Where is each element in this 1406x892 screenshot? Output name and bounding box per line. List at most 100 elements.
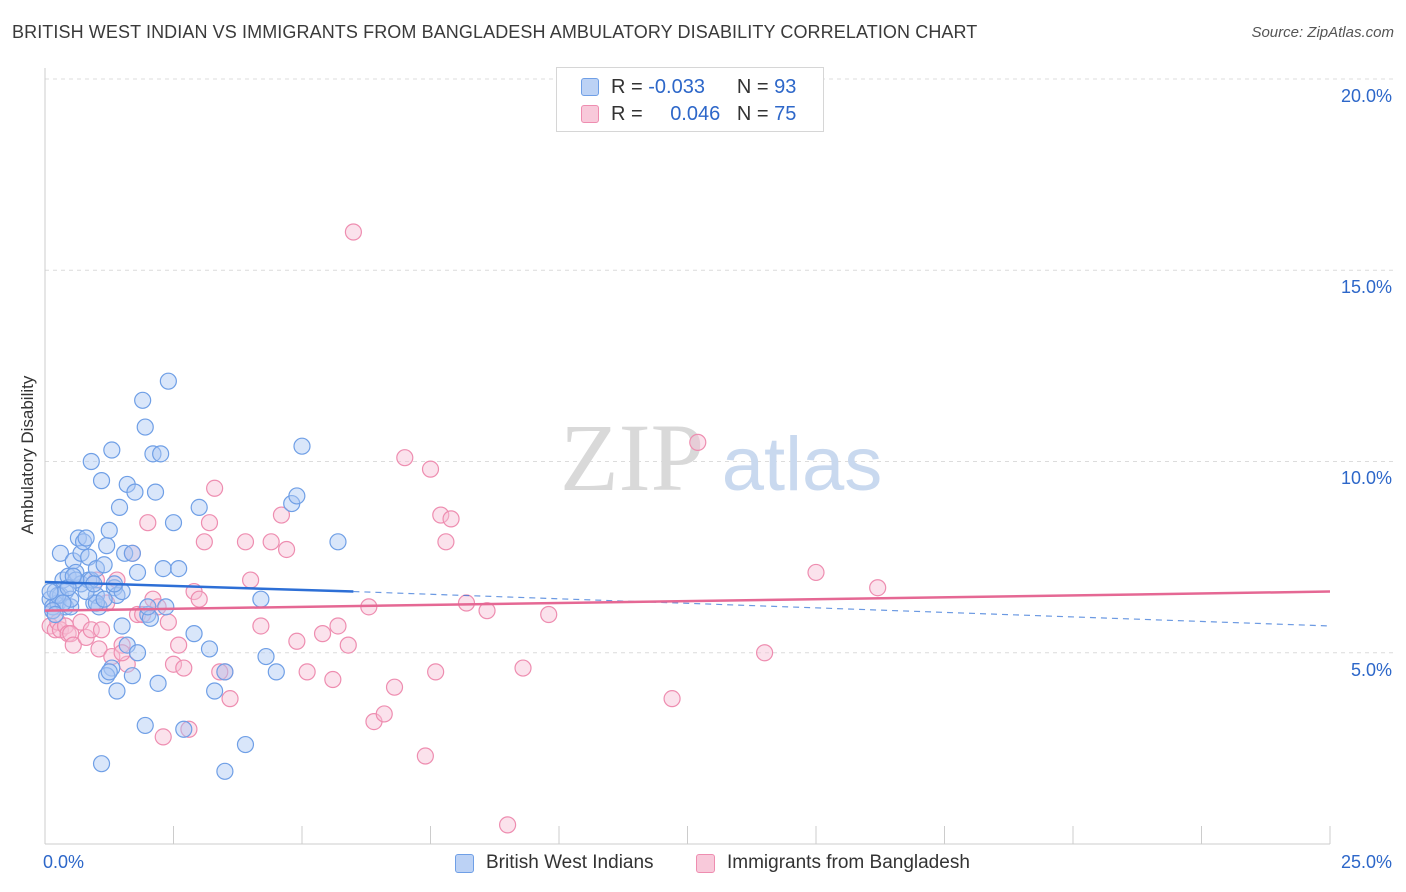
data-point-bangladesh bbox=[478, 602, 496, 620]
data-point-bwi bbox=[92, 755, 111, 773]
data-point-bangladesh bbox=[195, 533, 213, 551]
data-point-bwi bbox=[190, 498, 208, 516]
data-point-bwi bbox=[100, 663, 118, 681]
data-point-bangladesh bbox=[159, 613, 177, 631]
data-point-bangladesh bbox=[206, 479, 224, 497]
data-point-bwi bbox=[108, 682, 126, 700]
legend-n-label: N = bbox=[736, 102, 769, 125]
bottom-legend-label-bwi: British West Indians bbox=[486, 852, 654, 873]
data-point-bwi bbox=[257, 647, 275, 666]
data-point-bangladesh bbox=[416, 747, 434, 765]
bottom-legend-swatch-blue bbox=[455, 853, 474, 873]
data-point-bangladesh bbox=[92, 621, 111, 639]
data-point-bangladesh bbox=[421, 460, 440, 478]
data-point-bangladesh bbox=[211, 663, 229, 681]
data-point-bwi bbox=[46, 605, 64, 624]
x-tick-0: 0.0% bbox=[43, 852, 85, 872]
data-point-bangladesh bbox=[313, 625, 332, 643]
y-tick-20: 20.0% bbox=[1340, 86, 1392, 106]
data-point-bangladesh bbox=[442, 510, 460, 528]
data-point-bangladesh bbox=[427, 663, 445, 681]
data-point-bwi bbox=[152, 445, 170, 463]
data-point-bangladesh bbox=[277, 540, 296, 559]
data-point-bangladesh bbox=[64, 636, 82, 654]
legend-r-value-bangladesh: 0.046 bbox=[670, 102, 721, 125]
legend-row-bangladesh: R = 0.046 N = 75 bbox=[581, 101, 796, 127]
data-point-bangladesh bbox=[242, 571, 260, 589]
bottom-legend-swatch-pink bbox=[696, 853, 715, 873]
data-point-bwi bbox=[95, 556, 113, 574]
data-point-bwi bbox=[159, 372, 177, 390]
data-point-bwi bbox=[329, 533, 347, 551]
data-point-bwi bbox=[100, 521, 118, 539]
data-point-bangladesh bbox=[252, 617, 270, 635]
data-point-bwi bbox=[103, 441, 121, 459]
data-point-bwi bbox=[113, 617, 131, 635]
data-point-bangladesh bbox=[437, 533, 455, 551]
data-point-bangladesh bbox=[90, 640, 108, 658]
data-point-bwi bbox=[136, 418, 154, 436]
data-point-bangladesh bbox=[339, 636, 357, 654]
watermark-atlas: atlas bbox=[722, 422, 883, 507]
data-point-bwi bbox=[77, 529, 95, 547]
trend-line-bwi-dashed bbox=[353, 590, 1331, 627]
trend-line-bangladesh bbox=[44, 590, 1331, 612]
data-point-bwi bbox=[175, 720, 193, 738]
data-point-bwi bbox=[82, 452, 100, 471]
data-point-bangladesh bbox=[272, 506, 291, 524]
data-point-bangladesh bbox=[298, 663, 316, 681]
data-point-bangladesh bbox=[344, 223, 362, 241]
bottom-legend-bwi: British West Indians bbox=[455, 852, 654, 874]
watermark-zip: ZIP bbox=[560, 404, 704, 511]
data-point-bwi bbox=[146, 483, 165, 501]
data-point-bangladesh bbox=[190, 590, 208, 608]
data-point-bangladesh bbox=[139, 514, 157, 532]
data-point-bwi bbox=[123, 544, 141, 562]
legend-n-label: N = bbox=[736, 75, 769, 98]
data-point-bwi bbox=[293, 437, 311, 455]
legend-r-label: R = bbox=[611, 75, 643, 98]
data-point-bangladesh bbox=[457, 594, 476, 612]
data-point-bwi bbox=[134, 391, 152, 409]
legend-row-bwi: R = -0.033 N = 93 bbox=[581, 74, 796, 100]
y-tick-10: 10.0% bbox=[1340, 468, 1392, 488]
data-point-bwi bbox=[110, 498, 129, 516]
data-point-bangladesh bbox=[236, 533, 255, 551]
data-point-bangladesh bbox=[324, 670, 342, 689]
chart-title: BRITISH WEST INDIAN VS IMMIGRANTS FROM B… bbox=[12, 22, 978, 42]
source-label: Source: ZipAtlas.com bbox=[1251, 24, 1394, 41]
data-point-bwi bbox=[149, 674, 167, 692]
data-point-bwi bbox=[216, 762, 234, 780]
data-point-bangladesh bbox=[154, 728, 172, 746]
watermark: ZIP atlas bbox=[560, 404, 882, 511]
y-tick-15: 15.0% bbox=[1340, 277, 1392, 297]
series-bwi-points bbox=[41, 372, 347, 780]
data-point-bangladesh bbox=[540, 605, 558, 624]
data-point-bwi bbox=[128, 563, 147, 582]
data-point-bangladesh bbox=[432, 506, 450, 524]
data-point-bangladesh bbox=[170, 636, 188, 654]
data-point-bwi bbox=[136, 716, 154, 735]
data-point-bangladesh bbox=[807, 563, 825, 582]
legend-swatch-blue bbox=[581, 78, 599, 96]
data-point-bwi bbox=[51, 544, 70, 562]
data-point-bangladesh bbox=[180, 720, 198, 738]
data-point-bangladesh bbox=[175, 659, 193, 677]
data-point-bwi bbox=[128, 644, 147, 662]
data-point-bangladesh bbox=[164, 655, 183, 673]
data-point-bwi bbox=[252, 590, 270, 608]
data-point-bwi bbox=[200, 640, 219, 658]
legend-n-value-bangladesh: 75 bbox=[774, 102, 797, 125]
y-tick-5: 5.0% bbox=[1350, 660, 1392, 680]
data-point-bwi bbox=[98, 537, 116, 555]
data-point-bwi bbox=[216, 663, 234, 681]
axes bbox=[44, 68, 1331, 845]
data-point-bangladesh bbox=[869, 579, 887, 597]
legend-swatch-pink bbox=[581, 105, 599, 123]
data-point-bangladesh bbox=[329, 617, 347, 635]
data-point-bangladesh bbox=[375, 705, 393, 723]
data-point-bwi bbox=[288, 487, 306, 505]
data-point-bangladesh bbox=[288, 632, 306, 650]
trend-line-bwi-solid bbox=[44, 580, 354, 593]
